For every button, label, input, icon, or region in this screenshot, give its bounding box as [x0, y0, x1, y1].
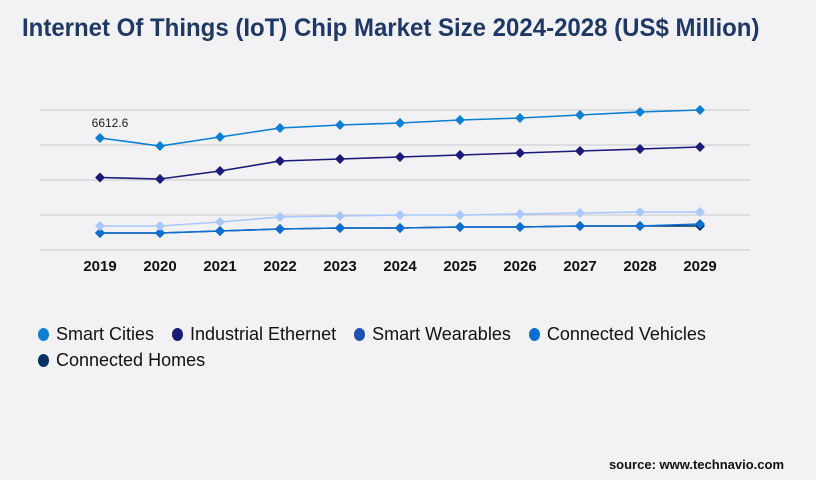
- legend-marker-icon: [38, 353, 49, 367]
- data-label: 6612.6: [92, 116, 129, 130]
- data-point: [335, 222, 345, 233]
- data-point: [95, 133, 105, 144]
- data-point: [575, 221, 585, 232]
- legend-item: Connected Homes: [38, 348, 205, 372]
- data-point: [335, 153, 345, 164]
- data-point: [335, 211, 345, 222]
- data-point: [455, 210, 465, 221]
- x-tick-label: 2027: [563, 258, 596, 275]
- data-point: [515, 221, 525, 232]
- data-point: [155, 174, 165, 185]
- x-tick-label: 2026: [503, 258, 536, 275]
- series-smart-wearables: [95, 207, 705, 232]
- data-point: [275, 212, 285, 223]
- series-connected-vehicles: [95, 219, 705, 238]
- legend-item: Industrial Ethernet: [172, 322, 336, 346]
- data-point: [455, 115, 465, 126]
- series-industrial-ethernet: [95, 142, 705, 185]
- series-smart-cities: [95, 105, 705, 152]
- data-point: [695, 105, 705, 115]
- legend-label: Connected Vehicles: [546, 323, 706, 344]
- data-point: [695, 219, 705, 230]
- data-point: [575, 208, 585, 219]
- data-point: [635, 144, 645, 155]
- data-point: [395, 210, 405, 221]
- legend-label: Industrial Ethernet: [190, 323, 337, 344]
- data-point: [335, 120, 345, 131]
- data-point: [95, 227, 105, 238]
- data-point: [395, 151, 405, 162]
- legend-label: Smart Cities: [56, 323, 155, 344]
- data-point: [515, 113, 525, 124]
- x-tick-label: 2021: [203, 258, 236, 275]
- data-point: [515, 209, 525, 220]
- legend-label: Connected Homes: [56, 349, 206, 370]
- legend-item: Smart Wearables: [354, 322, 511, 346]
- data-point: [275, 155, 285, 166]
- data-point: [155, 141, 165, 152]
- legend-marker-icon: [354, 327, 366, 341]
- legend-marker-icon: [172, 327, 184, 341]
- x-tick-label: 2022: [263, 258, 296, 275]
- data-point: [575, 110, 585, 121]
- data-point: [635, 221, 645, 232]
- data-point: [155, 221, 165, 232]
- data-point: [95, 172, 105, 183]
- x-tick-label: 2019: [83, 258, 116, 275]
- data-point: [395, 222, 405, 233]
- data-point: [635, 207, 645, 218]
- x-tick-label: 2029: [683, 258, 716, 275]
- data-point: [695, 207, 705, 218]
- legend: Smart Cities Industrial Ethernet Smart Wea…: [38, 322, 798, 372]
- data-point: [215, 131, 225, 142]
- data-point: [575, 146, 585, 157]
- data-point: [215, 217, 225, 228]
- data-point: [515, 148, 525, 159]
- series-line: [99, 146, 701, 180]
- legend-marker-icon: [38, 327, 49, 341]
- data-point: [395, 118, 405, 129]
- data-point: [215, 225, 225, 236]
- data-point: [455, 221, 465, 232]
- line-chart: 2019 2020 2021 2022 2023 2024 2025 2026 2027 2028…: [40, 105, 750, 275]
- data-point: [695, 142, 705, 153]
- data-point: [275, 223, 285, 234]
- x-tick-label: 2020: [143, 258, 176, 275]
- data-point: [635, 106, 645, 117]
- data-point: [155, 227, 165, 238]
- legend-marker-icon: [528, 327, 540, 341]
- legend-item: Smart Cities: [38, 322, 154, 346]
- x-tick-label: 2024: [383, 258, 417, 275]
- x-tick-label: 2023: [323, 258, 356, 275]
- chart-title: Internet Of Things (IoT) Chip Market Siz…: [22, 14, 760, 42]
- x-tick-label: 2028: [623, 258, 656, 275]
- legend-label: Smart Wearables: [372, 323, 511, 344]
- source-text: source: www.technavio.com: [608, 457, 784, 472]
- data-point: [455, 150, 465, 161]
- data-point: [215, 166, 225, 177]
- data-point: [275, 123, 285, 134]
- x-tick-label: 2025: [443, 258, 476, 275]
- data-point: [95, 221, 105, 232]
- legend-item: Connected Vehicles: [528, 322, 706, 346]
